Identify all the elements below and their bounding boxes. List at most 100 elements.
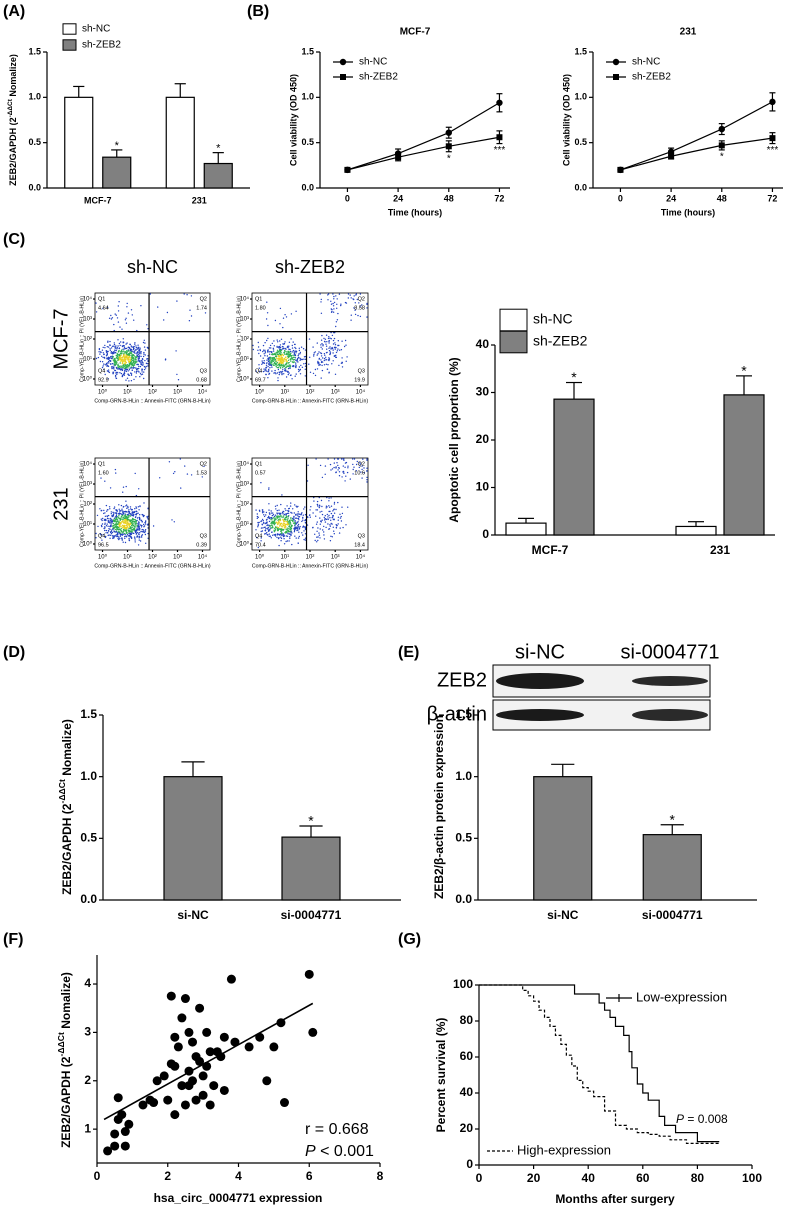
event-dot [352, 463, 354, 466]
x-tick-label: 48 [717, 193, 727, 203]
event-dot [330, 311, 333, 313]
event-dot [139, 540, 142, 542]
event-dot [107, 360, 110, 363]
event-dot [286, 363, 288, 365]
event-dot [304, 349, 307, 351]
quadrant-events [319, 293, 368, 328]
y-tick-label: 1.5 [301, 46, 314, 56]
event-dot [113, 519, 116, 522]
event-dot [298, 513, 301, 515]
event-dot [264, 530, 267, 532]
event-dot [349, 294, 351, 296]
event-dot [294, 504, 296, 506]
event-dot [189, 309, 191, 311]
event-dot [295, 310, 297, 312]
event-dot [366, 459, 368, 461]
event-dot [133, 355, 135, 357]
event-dot [362, 458, 364, 460]
event-dot [127, 349, 129, 351]
event-dot [142, 514, 144, 516]
event-dot [186, 473, 189, 475]
marker [344, 166, 351, 173]
event-dot [297, 354, 299, 357]
event-dot [290, 356, 293, 358]
event-dot [143, 346, 146, 348]
event-dot [358, 466, 360, 469]
event-dot [265, 514, 267, 516]
event-dot [335, 295, 337, 297]
event-dot [352, 298, 354, 300]
event-dot [134, 361, 136, 363]
event-dot [334, 344, 337, 346]
event-dot [121, 362, 124, 365]
event-dot [126, 302, 128, 305]
event-dot [281, 370, 284, 372]
event-dot [277, 520, 280, 523]
event-dot [274, 535, 277, 537]
event-dot [129, 506, 132, 508]
event-dot [274, 352, 276, 355]
event-dot [366, 467, 368, 469]
event-dot [285, 528, 287, 531]
event-dot [280, 356, 282, 358]
event-dot [121, 527, 124, 529]
event-dot [104, 526, 106, 528]
event-dot [108, 357, 110, 359]
event-dot [141, 358, 144, 360]
event-dot [133, 522, 135, 524]
event-dot [141, 531, 143, 533]
event-dot [287, 354, 289, 356]
event-dot [276, 349, 279, 351]
event-dot [292, 522, 295, 524]
panel-label: (D) [3, 644, 25, 661]
event-dot [341, 512, 344, 515]
event-dot [280, 534, 282, 536]
event-dot [329, 525, 331, 527]
event-dot [300, 513, 302, 516]
event-dot [137, 528, 140, 530]
event-dot [279, 363, 281, 365]
event-dot [286, 522, 289, 524]
event-dot [339, 527, 341, 529]
quadrant-events [152, 519, 175, 527]
event-dot [266, 301, 268, 303]
legend-label: sh-ZEB2 [82, 40, 121, 51]
x-tick-label: 231 [192, 195, 207, 205]
event-dot [124, 366, 126, 368]
event-dot [135, 526, 137, 528]
event-dot [317, 539, 319, 542]
y-tick-label: 1.0 [301, 92, 314, 102]
event-dot [298, 535, 300, 538]
event-dot [132, 363, 134, 365]
event-dot [125, 356, 127, 358]
event-dot [344, 466, 346, 468]
event-dot [142, 341, 145, 344]
event-dot [113, 343, 116, 346]
event-dot [113, 526, 116, 529]
event-dot [260, 530, 262, 533]
event-dot [110, 524, 112, 527]
event-dot [294, 527, 297, 529]
event-dot [136, 346, 138, 349]
event-dot [145, 365, 147, 368]
y-tick-label: 3 [84, 1025, 91, 1039]
event-dot [114, 359, 116, 362]
event-dot [331, 363, 333, 365]
x-tick-label: 10⁰ [98, 554, 108, 561]
event-dot [100, 518, 103, 520]
event-dot [131, 518, 134, 521]
event-dot [166, 311, 169, 314]
event-dot [124, 369, 126, 372]
event-dot [295, 373, 297, 375]
event-dot [322, 344, 324, 346]
event-dot [125, 354, 127, 356]
event-dot [106, 532, 109, 534]
quadrant-name: Q2 [358, 296, 365, 302]
x-tick-label: 8 [377, 1169, 384, 1183]
event-dot [97, 525, 99, 528]
event-dot [296, 521, 298, 524]
event-dot [327, 299, 329, 301]
x-tick-label: 10³ [173, 555, 182, 561]
event-dot [321, 343, 323, 345]
event-dot [265, 366, 268, 368]
